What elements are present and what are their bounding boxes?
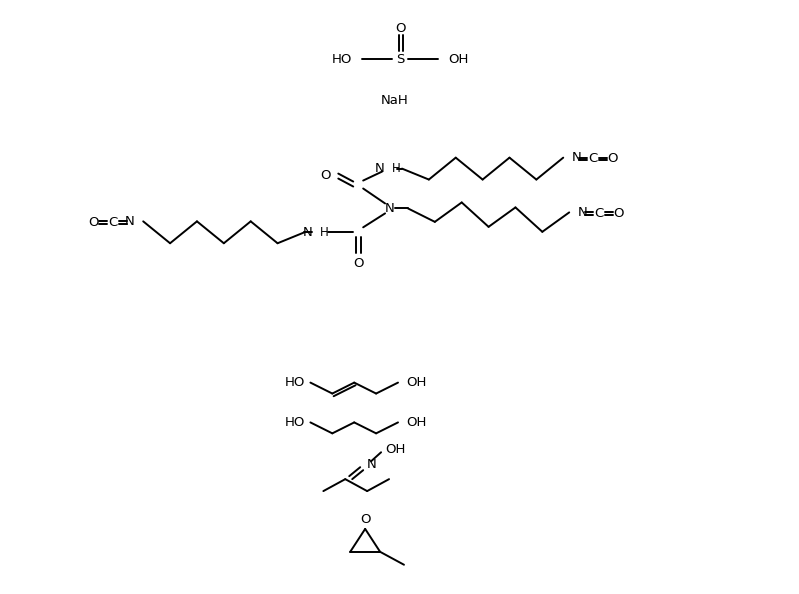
Text: NaH: NaH [381, 94, 409, 108]
Text: N: N [368, 458, 377, 470]
Text: HO: HO [285, 416, 305, 429]
Text: N: N [125, 215, 134, 228]
Text: N: N [374, 162, 384, 175]
Text: O: O [360, 513, 371, 526]
Text: O: O [320, 169, 330, 182]
Text: N: N [303, 226, 312, 239]
Text: O: O [608, 152, 618, 165]
Text: S: S [396, 53, 404, 65]
Text: HO: HO [332, 53, 352, 65]
Text: OH: OH [406, 376, 427, 389]
Text: O: O [396, 22, 406, 35]
Text: OH: OH [447, 53, 468, 65]
Text: N: N [578, 206, 588, 219]
Text: C: C [594, 207, 604, 220]
Text: C: C [589, 152, 598, 165]
Text: C: C [109, 216, 118, 229]
Text: HO: HO [285, 376, 305, 389]
Text: H: H [320, 226, 329, 239]
Text: OH: OH [406, 416, 427, 429]
Text: O: O [614, 207, 624, 220]
Text: O: O [88, 216, 99, 229]
Text: N: N [385, 202, 395, 215]
Text: OH: OH [385, 443, 405, 456]
Text: N: N [572, 151, 582, 164]
Text: H: H [392, 162, 401, 175]
Text: O: O [353, 257, 364, 270]
